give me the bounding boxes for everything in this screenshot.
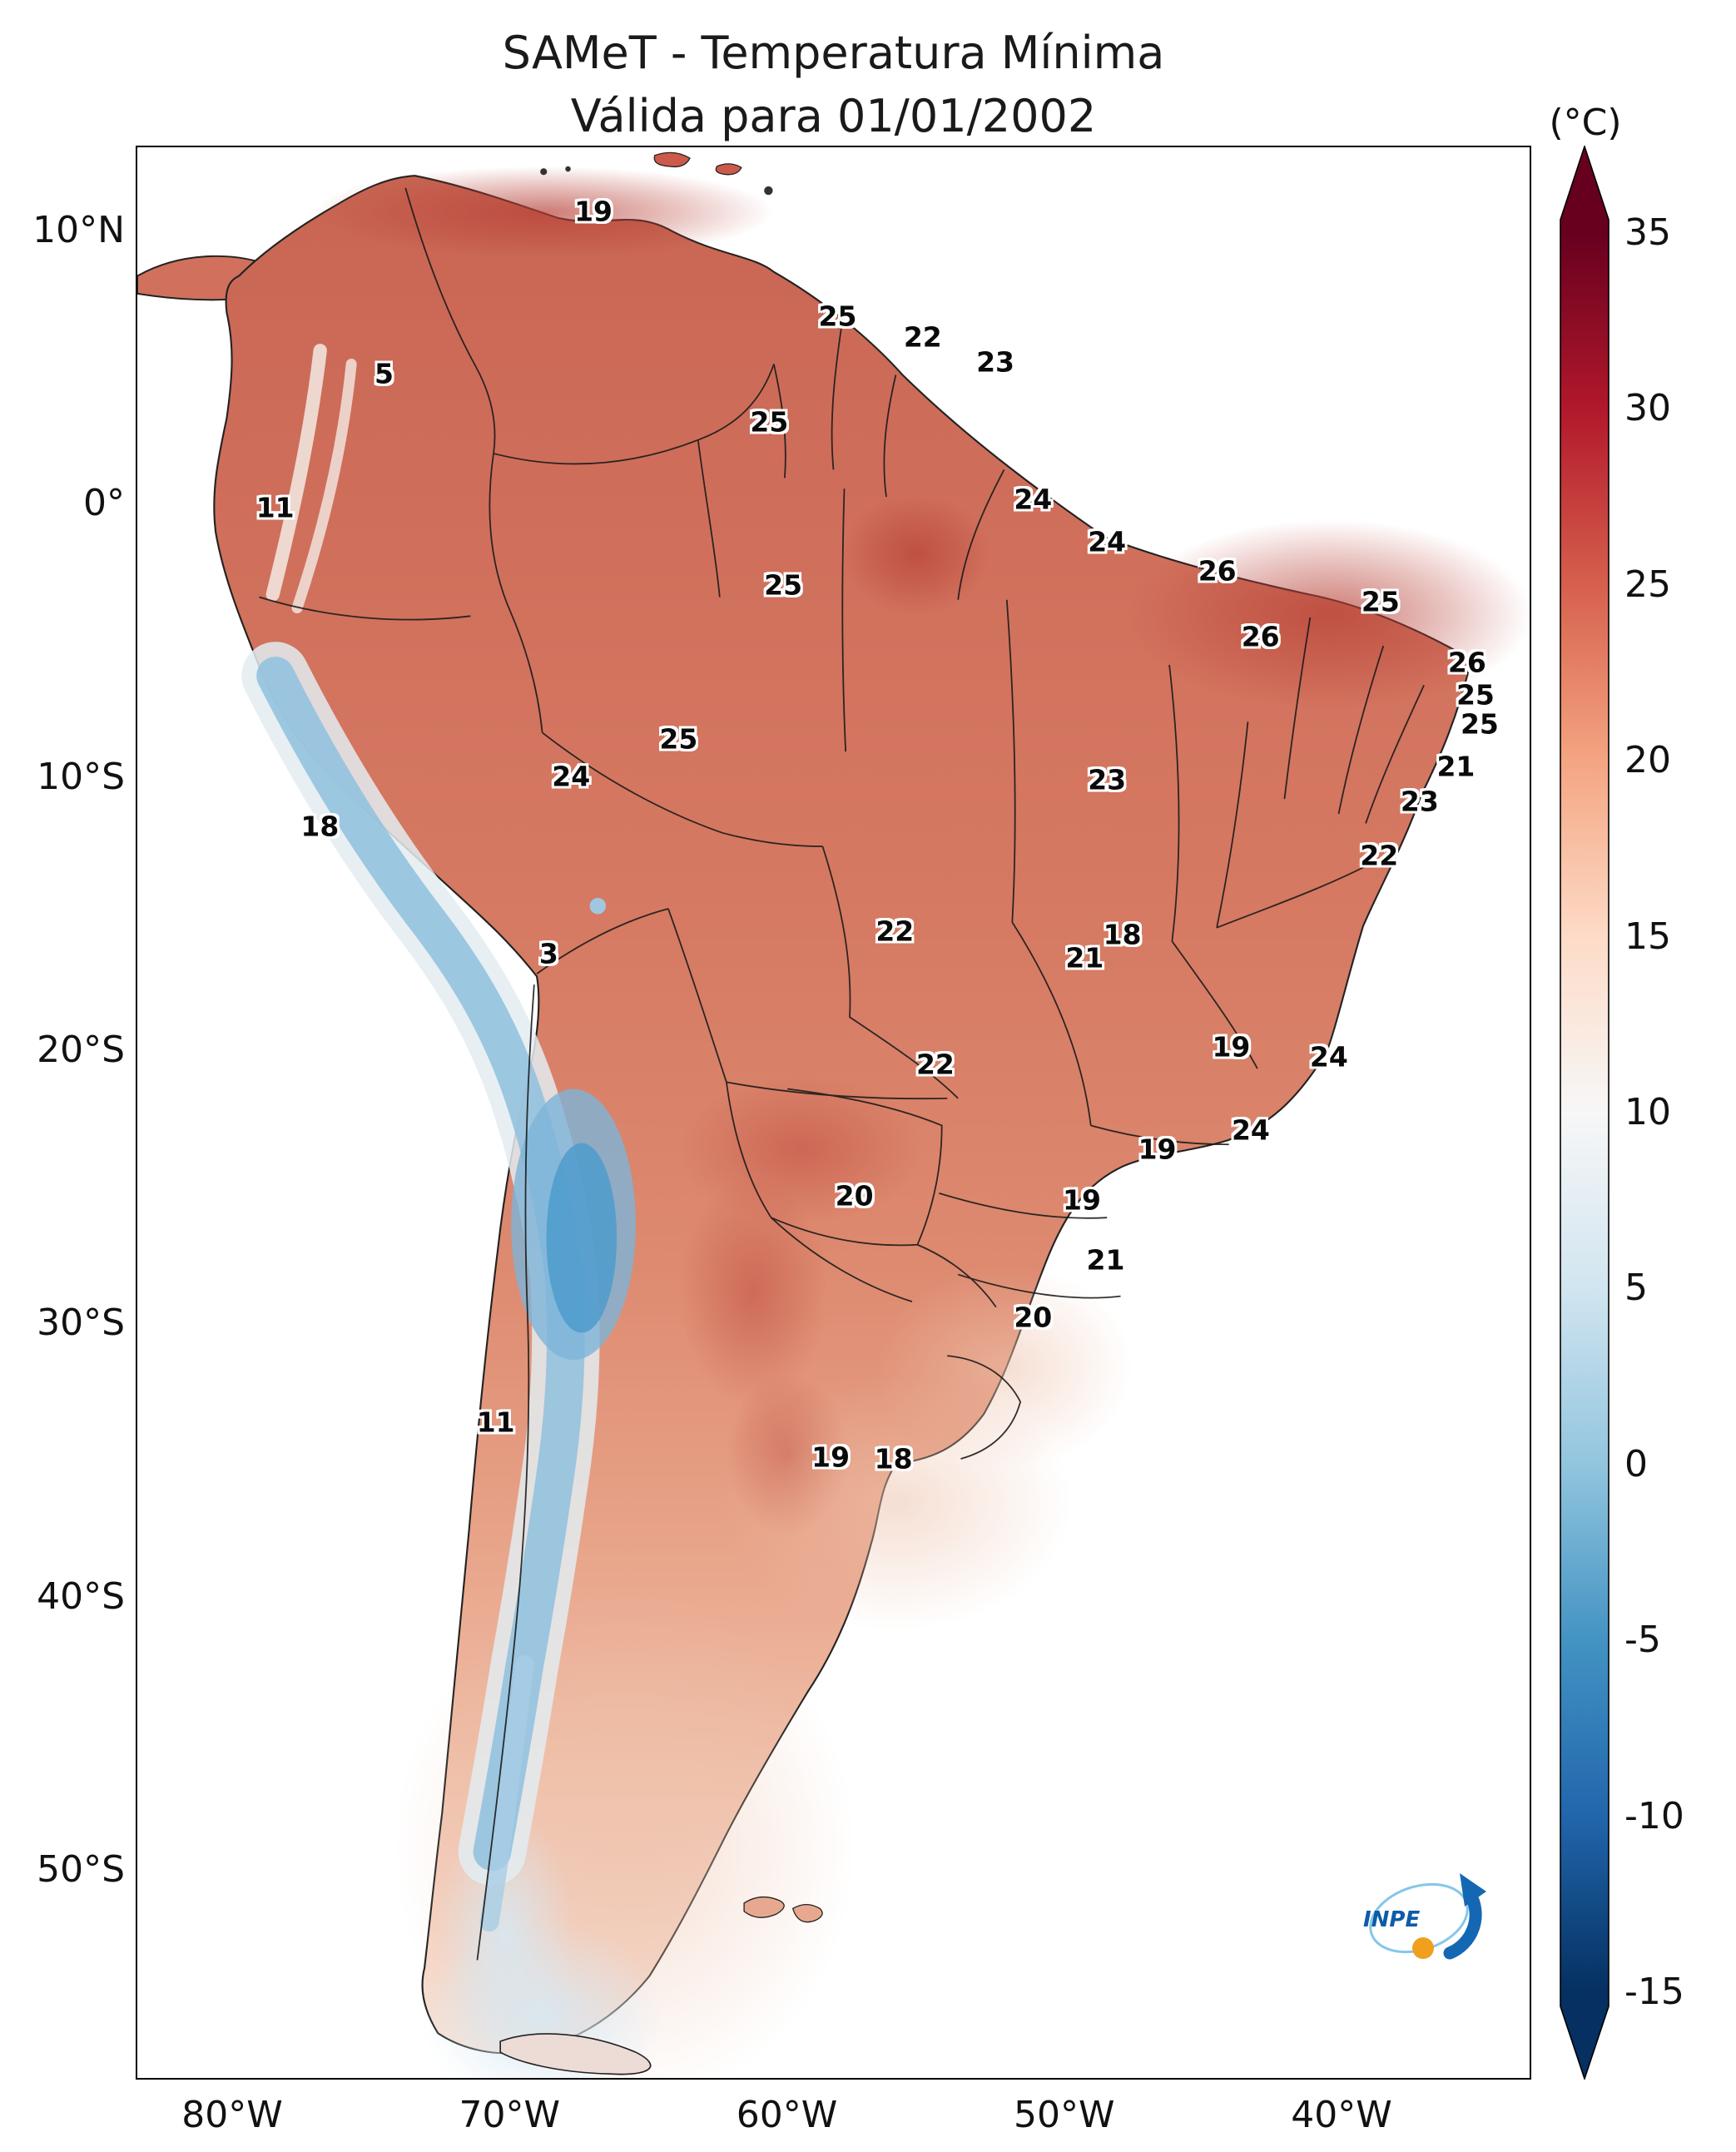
y-tick-label: 0° [83,482,125,525]
temperature-shading [313,166,1530,2078]
colorbar-tick-label: -15 [1624,1970,1684,2013]
x-axis: 80°W 70°W 60°W 50°W 40°W [161,2090,1412,2140]
colorbar-tick-label: 15 [1624,915,1671,958]
x-tick-label: 80°W [181,2094,283,2136]
colorbar-tick-label: 0 [1624,1442,1648,1485]
colorbar-tick-label: 20 [1624,739,1671,782]
y-tick-label: 10°N [32,209,125,251]
x-tick-label: 50°W [1014,2094,1115,2136]
y-tick-label: 50°S [37,1847,125,1891]
arrowhead-icon [1460,1873,1486,1907]
y-tick-label: 30°S [37,1302,125,1345]
south-america-map [137,151,1530,2078]
colorbar-gradient [1560,144,1610,2081]
chart-title: SAMeT - Temperatura Mínima Válida para 0… [136,22,1531,148]
colorbar-tick-label: 10 [1624,1090,1671,1133]
orange-dot-icon [1412,1937,1434,1959]
andes-cold-band [241,344,636,1932]
inpe-logo: INPE [1348,1860,1490,1976]
falkland-islands [743,1896,785,1918]
swoosh-arrow-icon [1443,1887,1482,1960]
colorbar-tick-label: 35 [1624,211,1671,254]
x-tick-label: 70°W [459,2094,561,2136]
y-tick-label: 40°S [37,1574,125,1618]
inpe-text: INPE [1363,1907,1420,1932]
x-tick-label: 40°W [1291,2094,1392,2136]
islands [499,151,823,2075]
colorbar-unit-label: (°C) [1549,102,1622,144]
title-line-1: SAMeT - Temperatura Mínima [502,27,1165,79]
colorbar-tick-label: -10 [1624,1794,1684,1837]
colorbar-tick-label: 30 [1624,387,1671,430]
colorbar-tick-label: -5 [1624,1619,1661,1662]
y-axis: 10°N 0° 10°S 20°S 30°S 40°S 50°S [0,210,125,1891]
title-line-2: Válida para 01/01/2002 [570,90,1097,142]
x-tick-label: 60°W [736,2094,838,2136]
colorbar-ticks: 35 30 25 20 15 10 5 0 -5 -10 -15 [1624,208,1733,2017]
map-frame [136,146,1531,2080]
political-borders [259,187,1425,1961]
colorbar-tick-label: 5 [1624,1267,1648,1310]
colorbar-tick-label: 25 [1624,563,1671,606]
y-tick-label: 20°S [37,1028,125,1071]
lake-titicaca [589,897,607,915]
colorbar [1558,144,1611,2081]
tierra-del-fuego [499,2033,652,2075]
y-tick-label: 10°S [37,755,125,798]
